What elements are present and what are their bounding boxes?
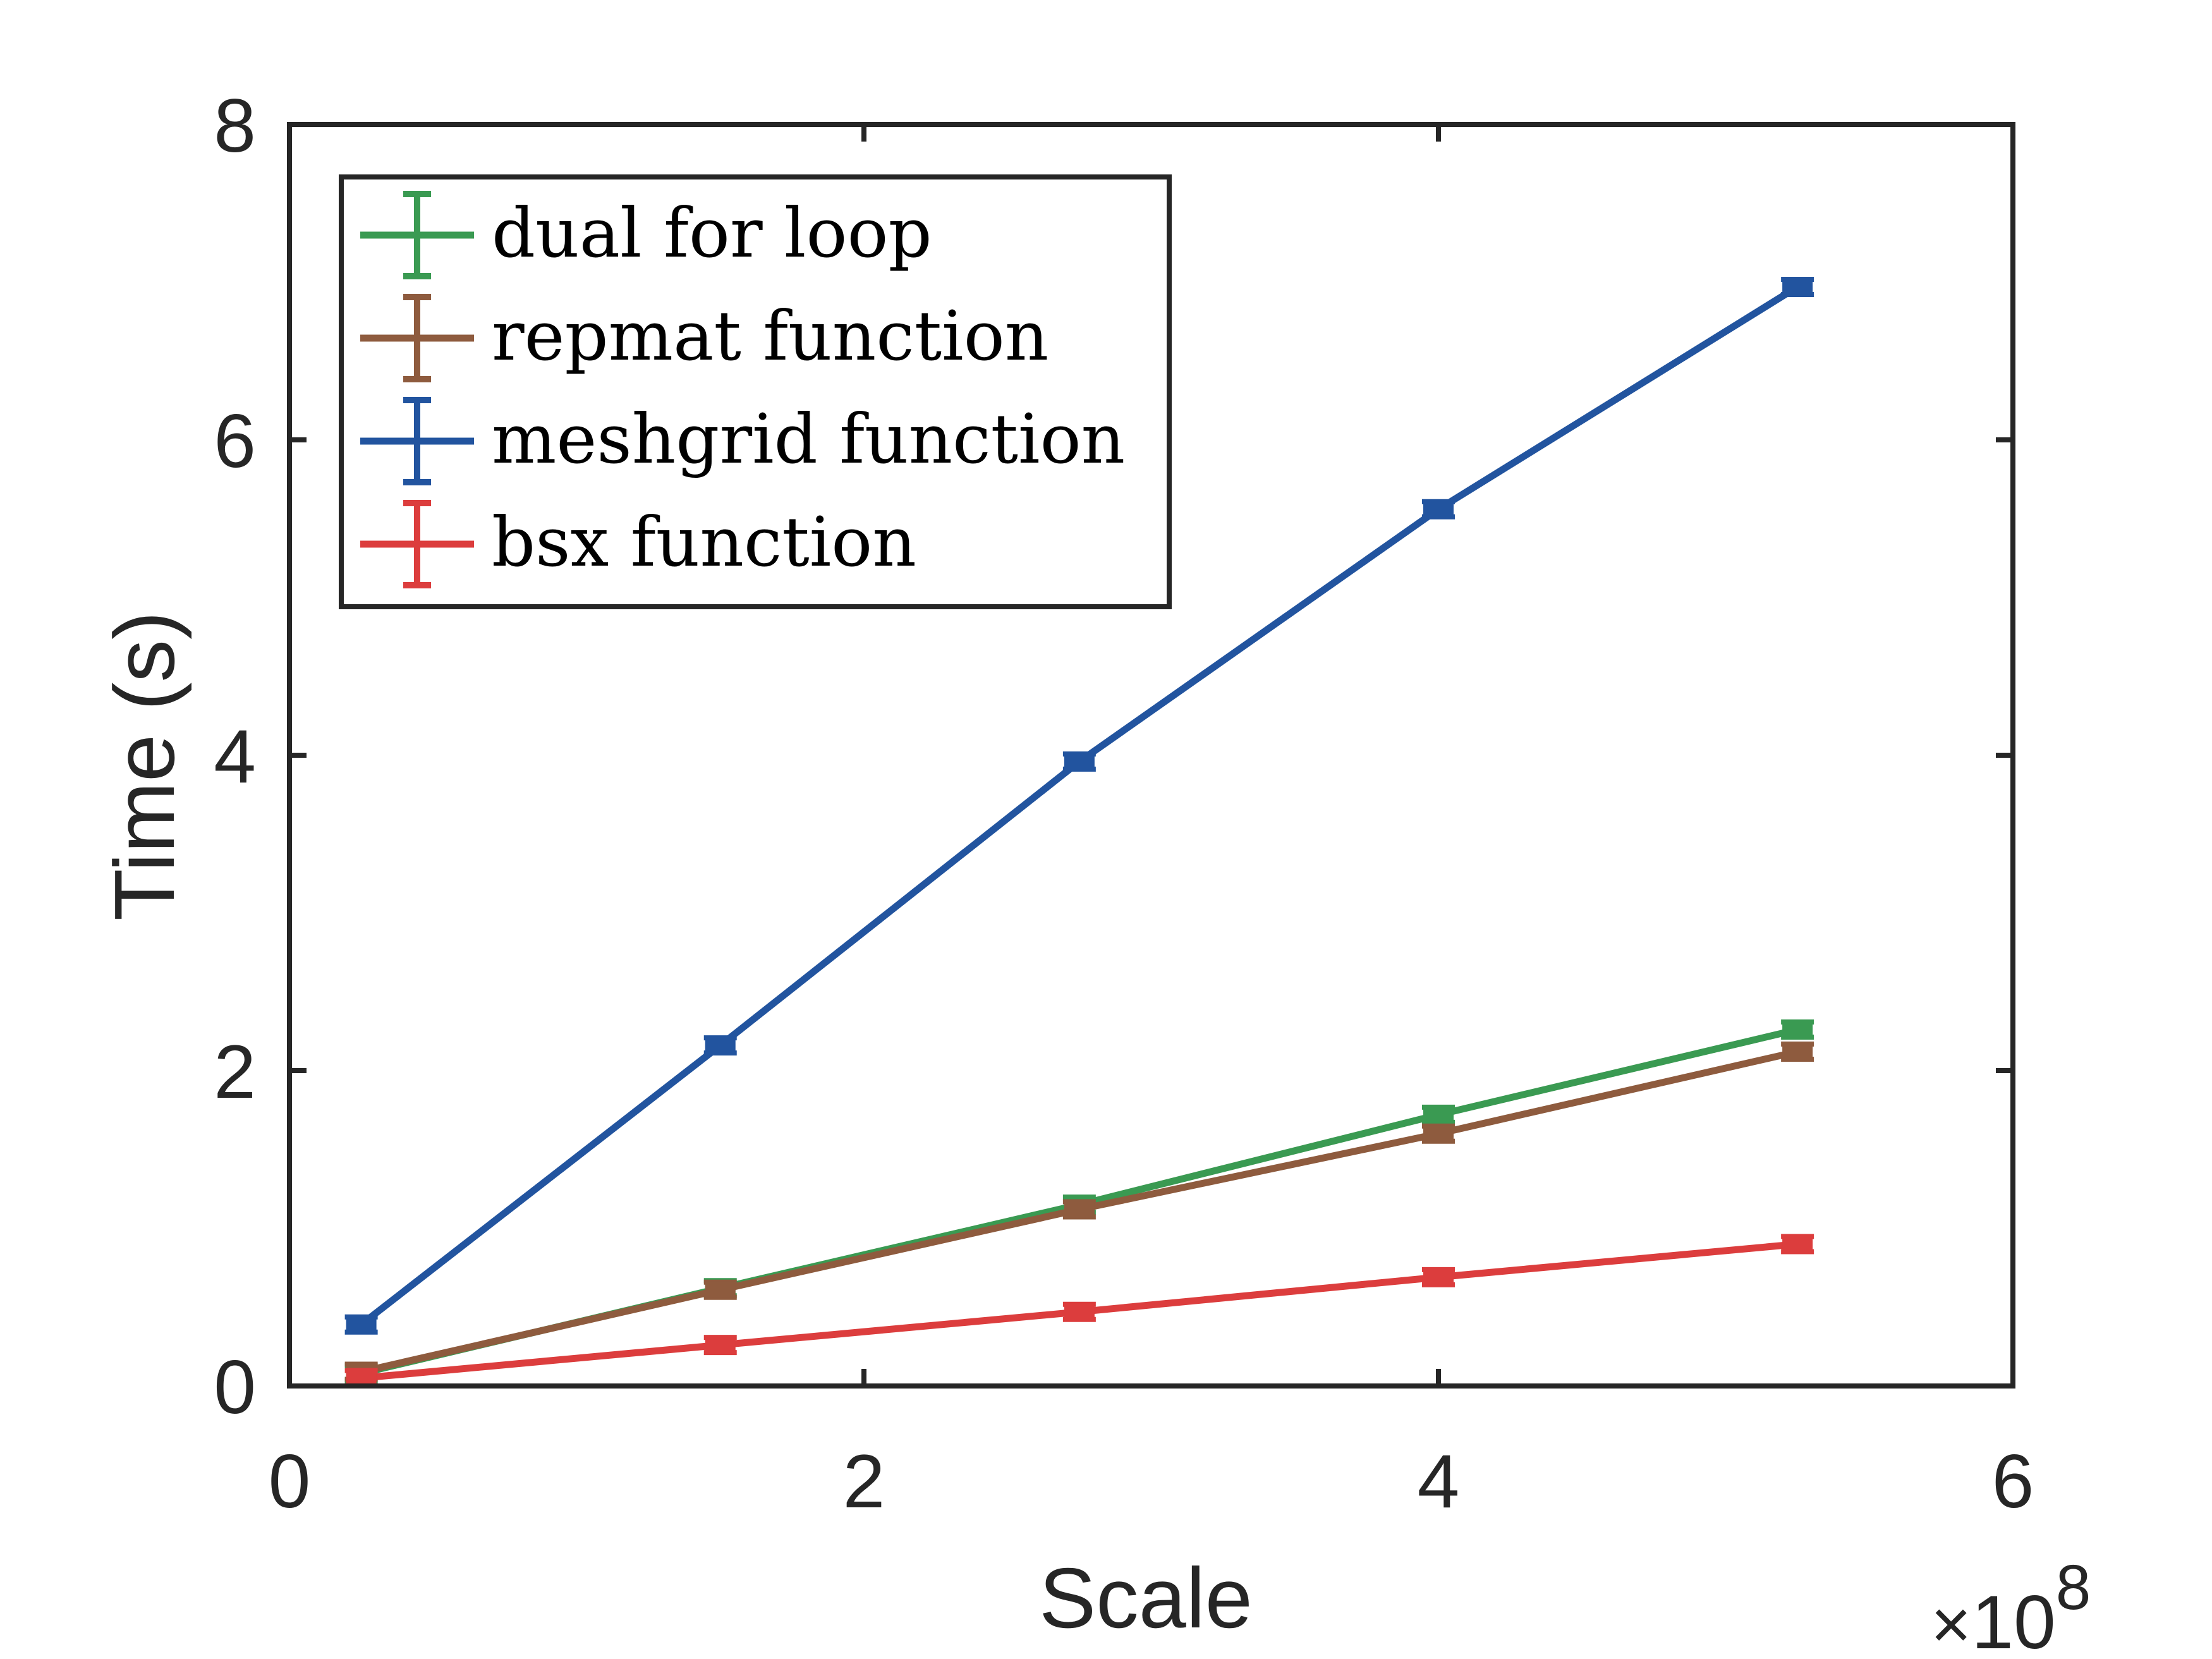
x-axis-label: Scale	[1039, 1550, 1253, 1646]
y-tick-label: 4	[214, 714, 256, 799]
legend-item: bsx function	[360, 500, 916, 588]
y-tick-label: 2	[214, 1030, 256, 1114]
data-point	[1423, 1106, 1454, 1123]
x-tick-label: 6	[1992, 1439, 2034, 1524]
data-point	[705, 1037, 736, 1054]
data-point	[1782, 1043, 1813, 1060]
data-point	[705, 1281, 736, 1298]
ticks: 0 2 4 6 0 2 4 6 8	[214, 83, 2034, 1524]
data-point	[1782, 1236, 1813, 1253]
series-meshgrid-function	[344, 276, 1814, 1335]
legend: dual for loop repmat function meshgrid fun…	[339, 174, 1172, 609]
y-tick-label: 8	[214, 83, 256, 168]
legend-item: meshgrid function	[360, 397, 1125, 485]
y-axis-label: Time (s)	[97, 611, 192, 921]
legend-label: repmat function	[492, 297, 1048, 376]
data-point	[705, 1337, 736, 1354]
x-exponent-power: 8	[2056, 1552, 2091, 1623]
legend-box	[339, 174, 1172, 609]
legend-label: bsx function	[492, 503, 916, 582]
y-tick-label: 6	[214, 399, 256, 483]
data-point	[1423, 501, 1454, 518]
x-tick-label: 2	[843, 1439, 885, 1524]
legend-item: dual for loop	[360, 191, 932, 279]
plot-area	[344, 276, 1814, 1389]
x-tick-label: 0	[269, 1439, 311, 1524]
data-point	[1423, 1125, 1454, 1142]
data-point	[1064, 753, 1095, 770]
data-point	[1782, 1021, 1813, 1038]
data-point	[1423, 1268, 1454, 1285]
data-point	[1064, 1303, 1095, 1320]
x-tick-label: 4	[1418, 1439, 1460, 1524]
legend-label: meshgrid function	[492, 400, 1125, 479]
data-point	[1064, 1201, 1095, 1218]
y-tick-label: 0	[214, 1345, 256, 1430]
x-axis-exponent: ×108	[1931, 1552, 2091, 1659]
series-repmat-function	[344, 1042, 1814, 1382]
legend-label: dual for loop	[492, 194, 932, 273]
x-exponent-base: 10	[1971, 1580, 2055, 1659]
data-point	[1782, 278, 1813, 295]
legend-item: repmat function	[360, 294, 1048, 382]
data-point	[346, 1316, 377, 1333]
x-exponent-prefix: ×	[1931, 1586, 1971, 1659]
